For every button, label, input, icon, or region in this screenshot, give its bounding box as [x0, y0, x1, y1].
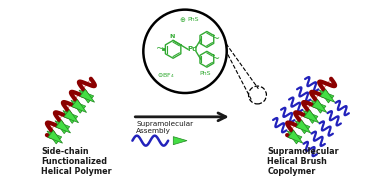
Text: PhS: PhS	[199, 71, 211, 76]
Circle shape	[143, 10, 227, 93]
Polygon shape	[47, 131, 62, 144]
Polygon shape	[296, 120, 311, 133]
Polygon shape	[80, 89, 95, 102]
Polygon shape	[304, 110, 319, 123]
Text: PhS: PhS	[187, 17, 199, 22]
Text: $\ominus$BF$_4$: $\ominus$BF$_4$	[157, 71, 175, 80]
Polygon shape	[319, 90, 334, 103]
Text: Supramolecular
Assembly: Supramolecular Assembly	[136, 121, 194, 134]
Polygon shape	[303, 111, 318, 123]
Polygon shape	[72, 100, 86, 112]
Text: $\oplus$: $\oplus$	[179, 15, 186, 24]
Polygon shape	[71, 100, 86, 113]
Polygon shape	[287, 131, 302, 144]
Polygon shape	[320, 89, 335, 102]
Polygon shape	[48, 130, 62, 143]
Text: ~: ~	[156, 44, 164, 54]
Text: N: N	[170, 34, 175, 40]
Polygon shape	[173, 137, 187, 145]
Polygon shape	[288, 130, 303, 143]
Polygon shape	[64, 110, 79, 123]
Text: Side-chain
Functionalized
Helical Polymer: Side-chain Functionalized Helical Polyme…	[41, 147, 112, 176]
Text: Supramolecular
Helical Brush
Copolymer: Supramolecular Helical Brush Copolymer	[267, 147, 339, 176]
Polygon shape	[56, 120, 71, 133]
Text: ~: ~	[212, 34, 220, 44]
Text: Pd: Pd	[188, 46, 198, 52]
Polygon shape	[55, 121, 70, 134]
Polygon shape	[311, 100, 326, 113]
Text: ~: ~	[212, 54, 220, 64]
Polygon shape	[312, 100, 327, 112]
Polygon shape	[295, 121, 310, 134]
Polygon shape	[79, 90, 94, 103]
Polygon shape	[63, 111, 78, 123]
